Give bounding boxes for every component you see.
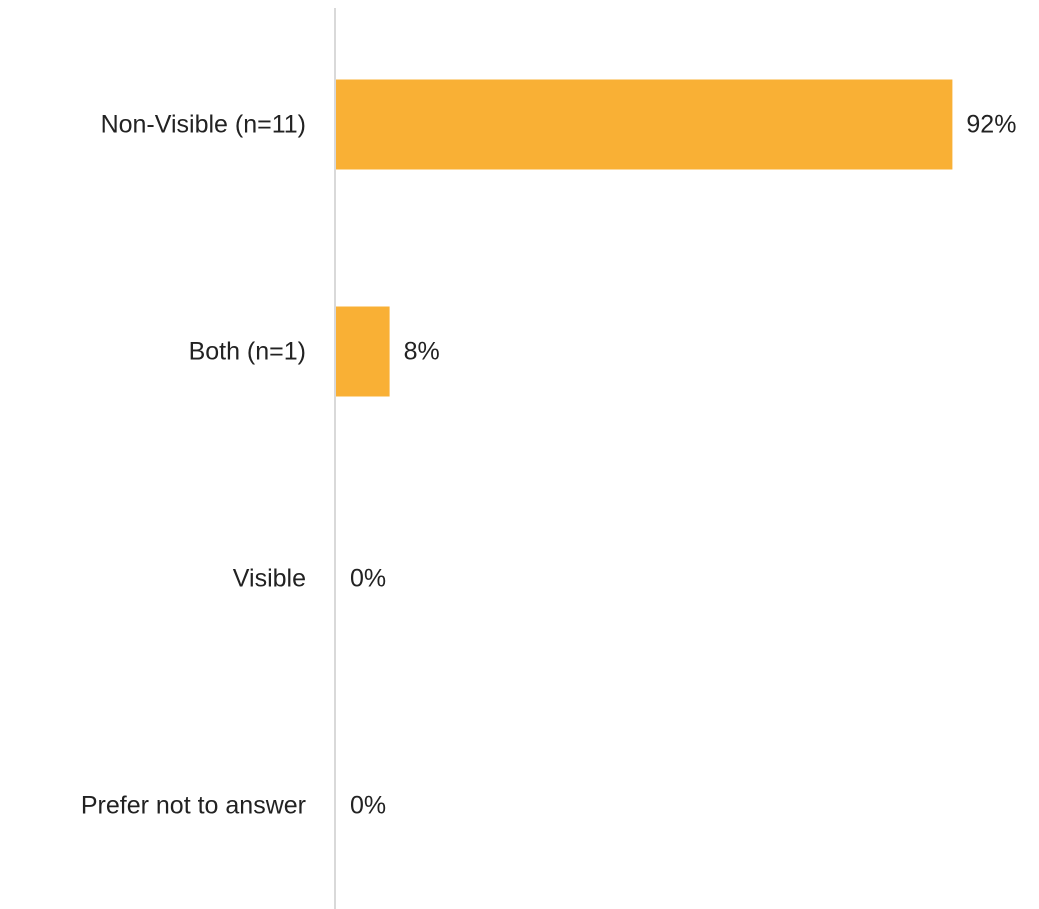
- category-label-0: Non-Visible (n=11): [101, 111, 306, 139]
- bar-1: [336, 307, 390, 397]
- bar-0: [336, 80, 952, 170]
- category-label-2: Visible: [233, 565, 306, 593]
- value-label-3: 0%: [350, 792, 386, 820]
- category-label-3: Prefer not to answer: [81, 792, 306, 820]
- category-label-1: Both (n=1): [189, 338, 306, 366]
- value-label-1: 8%: [404, 338, 440, 366]
- value-label-0: 92%: [966, 111, 1016, 139]
- value-label-2: 0%: [350, 565, 386, 593]
